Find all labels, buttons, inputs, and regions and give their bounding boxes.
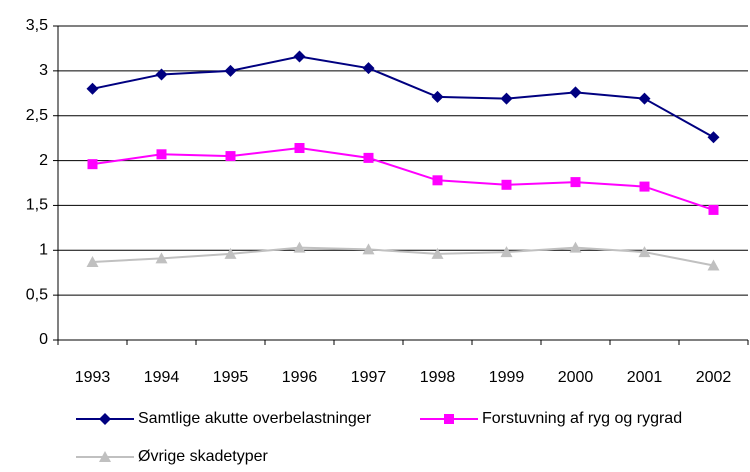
data-point [500,92,513,105]
legend-marker [99,451,111,462]
x-tick-label: 1993 [75,369,111,386]
y-tick-label: 1,5 [26,197,48,214]
x-tick-label: 1997 [351,369,387,386]
y-tick-label: 1 [39,242,48,259]
y-tick-label: 3 [39,62,48,79]
series-line [92,55,714,139]
data-point [569,241,582,253]
data-point [570,177,581,188]
y-tick-label: 0 [39,331,48,348]
data-point [293,50,306,63]
data-point [155,252,168,264]
data-point [708,204,719,215]
x-tick-label: 1999 [489,369,525,386]
data-point [569,86,582,99]
data-point [362,62,375,75]
legend-label: Øvrige skadetyper [138,448,269,465]
y-tick-label: 2 [39,152,48,169]
data-point [501,179,512,190]
legend-label: Samtlige akutte overbelastninger [138,410,372,427]
data-point [431,247,444,259]
data-point [638,92,651,105]
data-point [432,175,443,186]
data-point [639,181,650,192]
data-point [87,159,98,170]
data-point [294,143,305,154]
data-point [707,131,720,144]
x-tick-label: 1995 [213,369,249,386]
data-point [155,68,168,81]
data-point [86,255,99,267]
data-point [224,247,237,259]
data-point [225,151,236,162]
legend-marker [444,414,454,424]
data-point [293,241,306,253]
x-tick-label: 2000 [558,369,594,386]
y-tick-label: 3,5 [26,17,48,34]
data-point [500,246,513,258]
series-line [92,246,714,267]
legend-marker [99,413,111,425]
data-point [224,64,237,77]
y-tick-label: 0,5 [26,286,48,303]
x-tick-label: 2002 [696,369,732,386]
data-point [638,246,651,258]
y-tick-label: 2,5 [26,107,48,124]
x-tick-label: 1994 [144,369,180,386]
data-point [707,259,720,271]
data-point [431,90,444,103]
data-point [156,149,167,160]
data-point [86,82,99,95]
x-tick-label: 1996 [282,369,318,386]
data-point [362,243,375,255]
x-tick-label: 1998 [420,369,456,386]
x-tick-label: 2001 [627,369,663,386]
data-point [363,152,374,163]
legend-label: Forstuvning af ryg og rygrad [482,410,682,427]
series-line [92,147,714,211]
